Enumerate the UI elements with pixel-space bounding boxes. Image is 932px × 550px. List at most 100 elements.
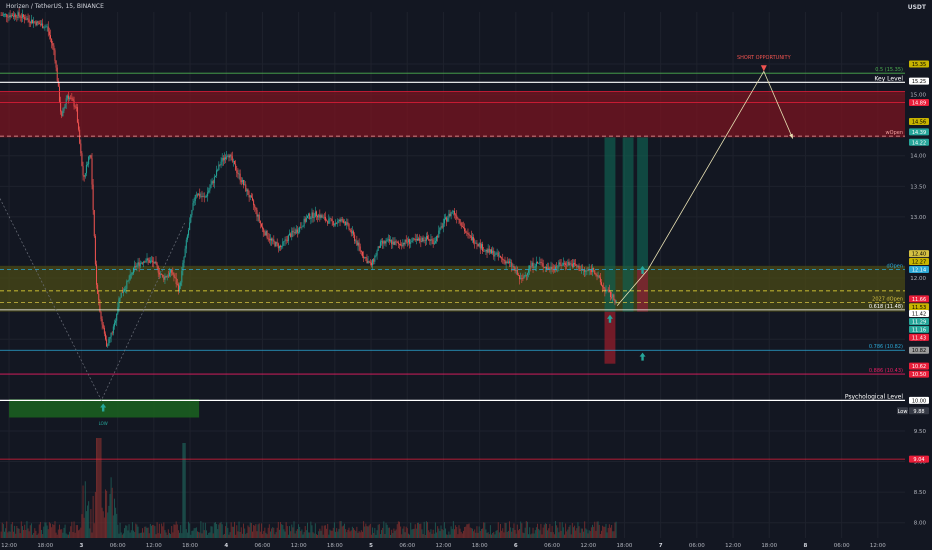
price-label-box (909, 333, 929, 341)
candle-body (508, 261, 510, 263)
volume-bar (418, 522, 420, 538)
candle-body (367, 261, 369, 264)
volume-bar (232, 526, 234, 538)
volume-bar (412, 529, 414, 538)
volume-bar (537, 523, 539, 538)
candle-body (487, 248, 489, 253)
candle-body (446, 217, 448, 222)
candle-body (485, 249, 487, 252)
volume-bar (259, 531, 261, 538)
candle-body (38, 22, 40, 25)
volume-bar (149, 523, 151, 538)
candle-body (329, 218, 331, 219)
candle-body (409, 239, 411, 244)
candle-body (107, 345, 109, 347)
candle-body (57, 80, 59, 87)
candle-body (327, 220, 329, 224)
candle-body (449, 213, 451, 216)
volume-bar (302, 534, 304, 538)
volume-bar (541, 534, 543, 538)
volume-bar (174, 524, 176, 538)
volume-bar (309, 532, 311, 538)
volume-bar (53, 524, 55, 538)
volume-bar (5, 528, 7, 538)
volume-bar (197, 531, 199, 538)
volume-bar (466, 524, 468, 538)
candle-body (90, 155, 92, 159)
volume-bar (109, 493, 111, 538)
volume-bar (198, 532, 200, 538)
volume-bar (391, 529, 393, 538)
volume-bar (304, 526, 306, 538)
volume-bar (173, 524, 175, 538)
candle-body (227, 155, 229, 157)
volume-bar (345, 529, 347, 538)
volume-bar (29, 525, 31, 538)
volume-bar (344, 523, 346, 538)
fib-0-618-label: 0.618 (11.48) (869, 304, 903, 310)
candle-body (55, 60, 57, 68)
volume-bar (449, 534, 451, 538)
candle-body (255, 207, 257, 210)
volume-bar (84, 481, 86, 538)
candle-body (45, 26, 47, 28)
stop-loss-box (637, 269, 648, 312)
volume-bar (340, 521, 342, 538)
candle-body (130, 273, 132, 275)
candle-body (405, 239, 407, 242)
volume-bar (470, 528, 472, 538)
candle-body (335, 223, 337, 225)
price-label-text: 14.89 (912, 101, 926, 107)
volume-bar (184, 443, 186, 538)
time-tick-label: 18:00 (182, 543, 198, 549)
candle-body (121, 292, 123, 294)
volume-bar (311, 525, 313, 538)
volume-bar (34, 528, 36, 538)
volume-bar (45, 522, 47, 538)
volume-bar (378, 524, 380, 538)
volume-bar (473, 531, 475, 538)
candle-body (32, 19, 34, 24)
volume-bar (251, 531, 253, 538)
candle-body (269, 238, 271, 241)
candle-body (361, 251, 363, 257)
volume-bar (547, 530, 549, 538)
candle-body (143, 261, 145, 264)
volume-bar (503, 532, 505, 538)
price-label-text: 11.42 (912, 312, 926, 318)
candle-body (17, 12, 19, 18)
price-label-box (909, 77, 929, 85)
candle-body (598, 275, 600, 278)
volume-bar (381, 529, 383, 538)
candle-body (28, 19, 30, 23)
candle-body (504, 260, 506, 264)
candle-body (290, 233, 292, 237)
candle-body (474, 242, 476, 244)
candle-body (538, 263, 540, 264)
volume-bar (116, 513, 118, 538)
volume-bar (392, 532, 394, 538)
candle-body (144, 261, 146, 263)
candle-body (547, 267, 549, 270)
volume-bar (65, 533, 67, 538)
volume-bar (474, 529, 476, 538)
candle-body (372, 259, 374, 266)
price-axis: 15.5015.0014.0013.5013.0012.0011.5011.00… (897, 60, 929, 527)
candle-body (475, 242, 477, 244)
candle-body (52, 43, 54, 46)
candle-body (468, 234, 470, 236)
candle-body (477, 244, 479, 247)
volume-bar (117, 524, 119, 538)
candle-body (98, 293, 100, 301)
candle-body (577, 265, 579, 267)
candle-body (323, 216, 325, 218)
candle-body (403, 242, 405, 245)
candle-body (218, 164, 220, 170)
volume-bar (26, 521, 28, 538)
candle-body (418, 238, 420, 241)
candle-body (358, 242, 360, 247)
candle-body (312, 212, 314, 218)
candle-body (422, 237, 424, 242)
candle-body (185, 239, 187, 249)
